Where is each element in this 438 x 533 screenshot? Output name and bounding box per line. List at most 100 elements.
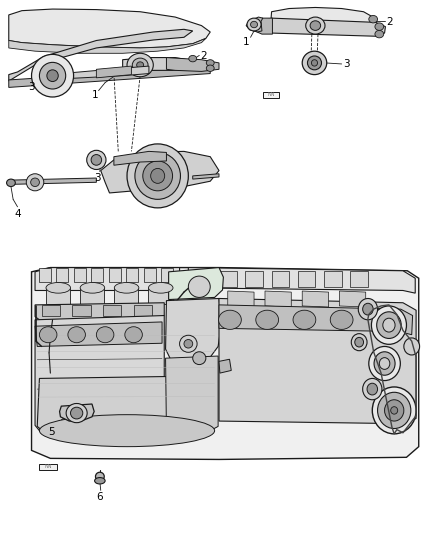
Text: 1: 1 [243, 37, 249, 46]
Ellipse shape [127, 144, 188, 208]
Ellipse shape [180, 335, 197, 352]
Polygon shape [263, 92, 279, 98]
Polygon shape [80, 288, 104, 304]
Ellipse shape [127, 53, 153, 77]
Ellipse shape [39, 415, 215, 447]
Ellipse shape [135, 152, 180, 199]
Polygon shape [219, 359, 231, 373]
Polygon shape [188, 268, 415, 293]
Ellipse shape [137, 62, 144, 68]
Polygon shape [144, 268, 156, 282]
Ellipse shape [188, 276, 210, 297]
Ellipse shape [385, 400, 404, 421]
Polygon shape [166, 356, 218, 431]
Polygon shape [35, 316, 164, 431]
Text: 2: 2 [386, 17, 393, 27]
Polygon shape [109, 268, 121, 282]
Polygon shape [35, 268, 180, 290]
Ellipse shape [404, 338, 420, 355]
Polygon shape [60, 404, 94, 421]
Ellipse shape [367, 383, 378, 395]
Polygon shape [114, 288, 138, 304]
Polygon shape [96, 66, 131, 78]
Ellipse shape [247, 18, 261, 31]
Polygon shape [91, 268, 103, 282]
Polygon shape [42, 305, 60, 316]
Ellipse shape [383, 318, 395, 332]
Polygon shape [324, 271, 342, 287]
Ellipse shape [363, 378, 382, 400]
Ellipse shape [206, 60, 214, 66]
Ellipse shape [330, 310, 353, 329]
Polygon shape [123, 58, 201, 70]
Polygon shape [32, 268, 419, 459]
Ellipse shape [7, 179, 15, 187]
Polygon shape [166, 298, 221, 360]
Ellipse shape [219, 310, 241, 329]
Polygon shape [72, 305, 91, 316]
Ellipse shape [95, 478, 105, 484]
Polygon shape [246, 17, 263, 32]
Ellipse shape [378, 392, 411, 429]
Polygon shape [245, 271, 263, 287]
Polygon shape [101, 151, 219, 193]
Ellipse shape [193, 352, 206, 365]
Ellipse shape [26, 174, 44, 191]
Polygon shape [9, 9, 210, 48]
Ellipse shape [371, 306, 406, 344]
Ellipse shape [95, 472, 104, 481]
Ellipse shape [351, 334, 367, 351]
Polygon shape [9, 178, 96, 184]
Text: 1: 1 [92, 90, 99, 100]
Ellipse shape [375, 23, 384, 30]
Text: NN: NN [267, 92, 275, 98]
Polygon shape [302, 291, 328, 307]
Polygon shape [126, 268, 138, 282]
Polygon shape [9, 67, 210, 87]
Ellipse shape [46, 282, 71, 293]
Polygon shape [35, 303, 164, 320]
Polygon shape [271, 7, 377, 30]
Ellipse shape [311, 60, 318, 66]
Ellipse shape [377, 312, 401, 338]
Ellipse shape [114, 282, 139, 293]
Ellipse shape [372, 387, 416, 434]
Polygon shape [298, 271, 315, 287]
Ellipse shape [87, 150, 106, 169]
Polygon shape [262, 18, 385, 36]
Text: 2: 2 [201, 51, 207, 61]
Ellipse shape [96, 327, 114, 343]
Ellipse shape [306, 17, 325, 34]
Ellipse shape [379, 358, 390, 369]
Polygon shape [35, 322, 162, 346]
Ellipse shape [71, 407, 83, 419]
Polygon shape [265, 291, 291, 307]
Ellipse shape [184, 340, 193, 348]
Polygon shape [37, 376, 217, 432]
Polygon shape [39, 464, 57, 470]
Ellipse shape [310, 21, 321, 30]
Ellipse shape [358, 298, 378, 320]
Polygon shape [39, 268, 51, 282]
Polygon shape [272, 271, 289, 287]
Ellipse shape [391, 407, 398, 414]
Ellipse shape [31, 178, 39, 187]
Ellipse shape [363, 303, 373, 315]
Ellipse shape [189, 55, 197, 62]
Ellipse shape [125, 327, 142, 343]
Polygon shape [193, 271, 210, 287]
Text: 6: 6 [96, 492, 103, 502]
Polygon shape [56, 268, 68, 282]
Polygon shape [9, 29, 193, 81]
Polygon shape [193, 174, 219, 179]
Polygon shape [46, 288, 70, 304]
Polygon shape [166, 58, 219, 71]
Polygon shape [252, 18, 272, 34]
Ellipse shape [355, 337, 364, 347]
Polygon shape [219, 271, 237, 287]
Ellipse shape [151, 168, 165, 183]
Polygon shape [161, 268, 173, 282]
Text: 4: 4 [14, 209, 21, 219]
Ellipse shape [143, 161, 173, 191]
Ellipse shape [39, 327, 57, 343]
